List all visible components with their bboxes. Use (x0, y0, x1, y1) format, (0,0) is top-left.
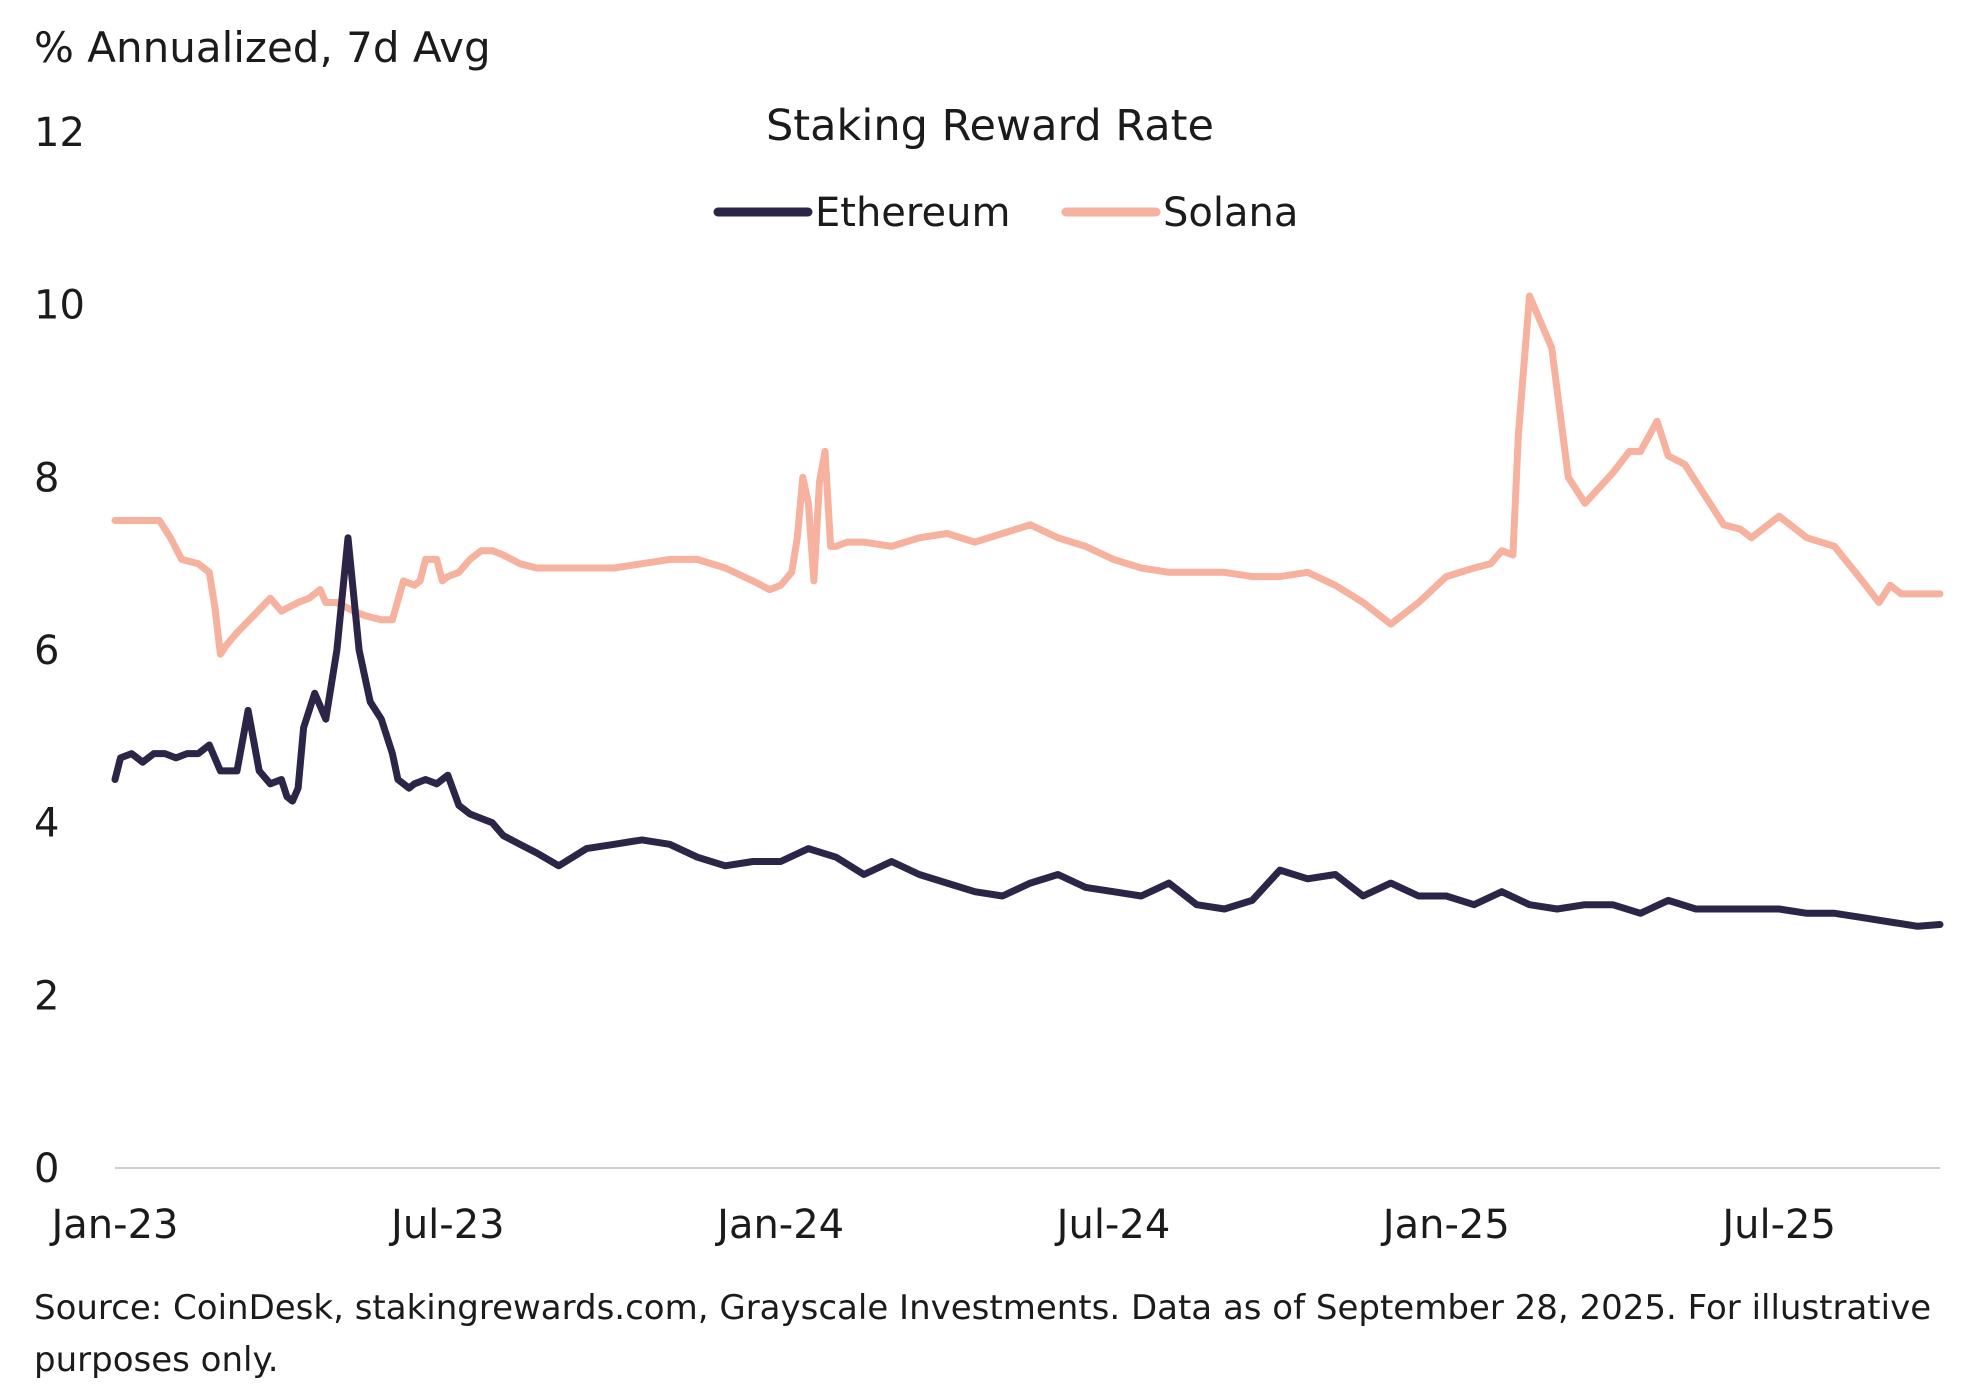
x-axis-ticks: Jan-23 Jul-23 Jan-24 Jul-24 Jan-25 Jul-25 (49, 1202, 1836, 1248)
legend-label-ethereum: Ethereum (815, 190, 1010, 236)
x-tick-label: Jul-23 (388, 1202, 505, 1248)
y-axis-label: % Annualized, 7d Avg (34, 23, 491, 72)
y-tick-label: 0 (34, 1146, 59, 1192)
y-tick-label: 8 (34, 455, 59, 501)
x-tick-label: Jul-24 (1054, 1202, 1171, 1248)
series-line-ethereum (111, 534, 1944, 930)
y-tick-label: 10 (34, 283, 85, 329)
y-tick-label: 6 (34, 628, 59, 674)
legend-label-solana: Solana (1163, 190, 1298, 236)
y-tick-label: 12 (34, 110, 85, 156)
x-tick-label: Jul-25 (1719, 1202, 1836, 1248)
y-tick-label: 4 (34, 801, 59, 847)
series-layer (111, 292, 1944, 930)
legend: Ethereum Solana (713, 190, 1298, 236)
series-line-solana (111, 292, 1944, 658)
y-tick-label: 2 (34, 973, 59, 1019)
x-tick-label: Jan-23 (49, 1202, 179, 1248)
chart-title: Staking Reward Rate (766, 101, 1214, 151)
x-tick-label: Jan-25 (1380, 1202, 1510, 1248)
source-note: Source: CoinDesk, stakingrewards.com, Gr… (34, 1288, 1932, 1380)
x-tick-label: Jan-24 (714, 1202, 844, 1248)
y-axis-ticks: 0 2 4 6 8 10 12 (34, 110, 85, 1192)
